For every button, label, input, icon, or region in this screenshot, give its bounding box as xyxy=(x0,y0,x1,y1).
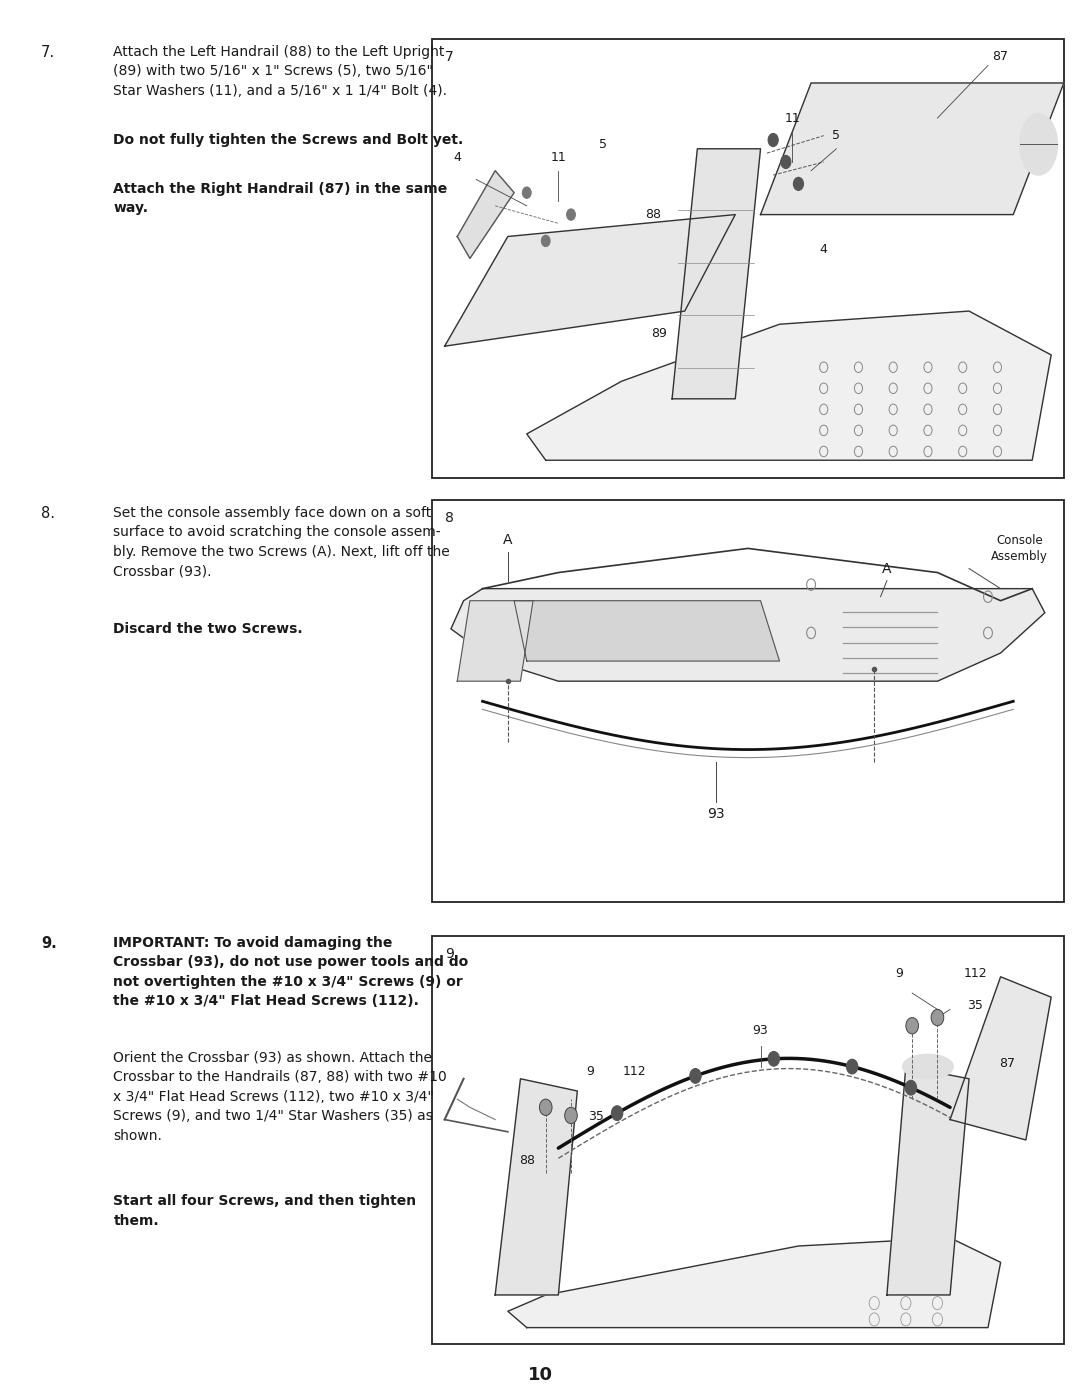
Text: Set the console assembly face down on a soft
surface to avoid scratching the con: Set the console assembly face down on a … xyxy=(113,506,450,578)
Text: 9: 9 xyxy=(895,967,904,979)
Polygon shape xyxy=(887,1066,969,1295)
Text: IMPORTANT: To avoid damaging the
Crossbar (93), do not use power tools and do
no: IMPORTANT: To avoid damaging the Crossba… xyxy=(113,936,469,1009)
Circle shape xyxy=(523,187,531,198)
Text: 11: 11 xyxy=(551,151,566,163)
Circle shape xyxy=(906,1017,918,1034)
Text: 112: 112 xyxy=(622,1065,646,1077)
Ellipse shape xyxy=(1020,113,1057,175)
Text: 89: 89 xyxy=(651,327,667,339)
Text: 9: 9 xyxy=(445,947,454,961)
Text: 88: 88 xyxy=(518,1154,535,1168)
Circle shape xyxy=(690,1069,701,1083)
Text: A: A xyxy=(882,562,892,576)
Text: 4: 4 xyxy=(454,151,461,163)
Text: Attach the Right Handrail (87) in the same
way.: Attach the Right Handrail (87) in the sa… xyxy=(113,182,447,215)
Circle shape xyxy=(541,235,550,247)
Circle shape xyxy=(768,134,779,147)
Bar xyxy=(432,39,1064,478)
Text: 8.: 8. xyxy=(41,506,55,521)
Text: 35: 35 xyxy=(968,999,983,1013)
Text: 5: 5 xyxy=(598,138,607,151)
Polygon shape xyxy=(514,601,780,661)
Circle shape xyxy=(794,177,804,190)
Polygon shape xyxy=(508,1238,1000,1327)
Text: 7.: 7. xyxy=(41,45,55,60)
Text: 4: 4 xyxy=(820,243,827,256)
Text: A: A xyxy=(503,534,513,548)
Text: 9.: 9. xyxy=(41,936,57,951)
Circle shape xyxy=(539,1099,552,1115)
Circle shape xyxy=(567,210,576,221)
Circle shape xyxy=(905,1080,917,1095)
Circle shape xyxy=(768,1052,780,1066)
Polygon shape xyxy=(950,977,1051,1140)
Polygon shape xyxy=(445,215,735,346)
Polygon shape xyxy=(527,312,1051,460)
Circle shape xyxy=(781,155,791,169)
Bar xyxy=(432,936,1064,1344)
Text: 7: 7 xyxy=(445,50,454,64)
Polygon shape xyxy=(495,1078,578,1295)
Ellipse shape xyxy=(903,1055,954,1078)
Text: 88: 88 xyxy=(645,208,661,221)
Circle shape xyxy=(847,1059,858,1074)
Polygon shape xyxy=(451,588,1044,682)
Polygon shape xyxy=(672,149,760,398)
Circle shape xyxy=(565,1108,578,1123)
Text: 5: 5 xyxy=(833,129,840,142)
Polygon shape xyxy=(457,170,514,258)
Text: 87: 87 xyxy=(993,50,1009,63)
Text: Do not fully tighten the Screws and Bolt yet.: Do not fully tighten the Screws and Bolt… xyxy=(113,133,463,147)
Circle shape xyxy=(931,1010,944,1025)
Text: 11: 11 xyxy=(784,112,800,124)
Bar xyxy=(432,500,1064,902)
Text: Orient the Crossbar (93) as shown. Attach the
Crossbar to the Handrails (87, 88): Orient the Crossbar (93) as shown. Attac… xyxy=(113,1051,447,1143)
Text: 9: 9 xyxy=(586,1065,594,1077)
Text: 35: 35 xyxy=(589,1109,604,1123)
Text: Start all four Screws, and then tighten
them.: Start all four Screws, and then tighten … xyxy=(113,1194,417,1228)
Circle shape xyxy=(611,1106,623,1120)
Text: 10: 10 xyxy=(527,1366,553,1383)
Polygon shape xyxy=(457,601,534,682)
Text: Console
Assembly: Console Assembly xyxy=(991,534,1048,563)
Text: 93: 93 xyxy=(753,1024,768,1037)
Text: 8: 8 xyxy=(445,511,454,525)
Text: Discard the two Screws.: Discard the two Screws. xyxy=(113,622,303,636)
Text: Attach the Left Handrail (88) to the Left Upright
(89) with two 5/16" x 1" Screw: Attach the Left Handrail (88) to the Lef… xyxy=(113,45,447,98)
Text: 93: 93 xyxy=(707,807,725,821)
Text: 87: 87 xyxy=(999,1056,1015,1070)
Polygon shape xyxy=(760,82,1064,215)
Text: 112: 112 xyxy=(963,967,987,979)
